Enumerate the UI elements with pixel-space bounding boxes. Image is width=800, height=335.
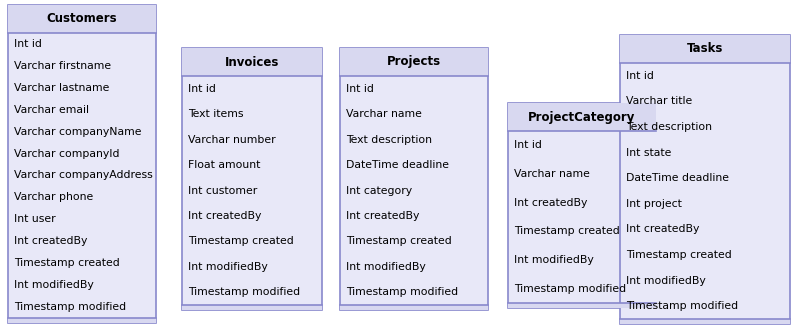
Text: Int createdBy: Int createdBy	[14, 236, 87, 246]
Text: Int state: Int state	[626, 148, 671, 157]
Text: Text description: Text description	[346, 135, 432, 145]
Bar	[8, 318, 156, 323]
Text: Int modifiedBy: Int modifiedBy	[188, 262, 268, 272]
Text: Timestamp created: Timestamp created	[346, 237, 452, 246]
Text: Varchar firstname: Varchar firstname	[14, 61, 111, 71]
Text: ProjectCategory: ProjectCategory	[528, 111, 636, 124]
Text: Timestamp modified: Timestamp modified	[14, 302, 126, 312]
Text: Varchar companyAddress: Varchar companyAddress	[14, 171, 153, 181]
Text: Int modifiedBy: Int modifiedBy	[626, 276, 706, 286]
Text: Varchar companyId: Varchar companyId	[14, 149, 119, 158]
Bar	[182, 48, 322, 76]
Bar	[620, 35, 790, 324]
Text: Timestamp modified: Timestamp modified	[514, 284, 626, 294]
Text: Varchar number: Varchar number	[188, 135, 276, 145]
Bar	[620, 35, 790, 63]
Bar	[340, 48, 488, 76]
Text: Int createdBy: Int createdBy	[514, 198, 587, 208]
Text: Timestamp created: Timestamp created	[514, 226, 620, 236]
Text: Int createdBy: Int createdBy	[188, 211, 262, 221]
Text: Timestamp created: Timestamp created	[626, 250, 732, 260]
Text: Int id: Int id	[188, 84, 216, 94]
Text: Timestamp created: Timestamp created	[188, 237, 294, 246]
Text: Int customer: Int customer	[188, 186, 258, 196]
Text: Int project: Int project	[626, 199, 682, 209]
Text: Text description: Text description	[626, 122, 712, 132]
Text: Int category: Int category	[346, 186, 412, 196]
Text: Int createdBy: Int createdBy	[626, 224, 699, 234]
Text: Timestamp modified: Timestamp modified	[626, 301, 738, 311]
Text: Varchar title: Varchar title	[626, 96, 692, 107]
Text: Int id: Int id	[14, 39, 42, 49]
Text: Timestamp created: Timestamp created	[14, 258, 120, 268]
Text: Int id: Int id	[514, 140, 542, 150]
Text: Varchar email: Varchar email	[14, 105, 89, 115]
Bar	[8, 5, 156, 323]
Text: Float amount: Float amount	[188, 160, 260, 170]
Bar	[182, 305, 322, 310]
Text: Varchar name: Varchar name	[346, 109, 422, 119]
Bar	[8, 5, 156, 33]
Text: Varchar companyName: Varchar companyName	[14, 127, 142, 137]
Text: Int modifiedBy: Int modifiedBy	[14, 280, 94, 290]
Text: Int id: Int id	[346, 84, 374, 94]
Text: Customers: Customers	[46, 12, 118, 25]
Text: Timestamp modified: Timestamp modified	[346, 287, 458, 297]
Bar	[508, 103, 656, 131]
Bar	[508, 103, 656, 308]
Text: Varchar lastname: Varchar lastname	[14, 83, 110, 93]
Bar	[508, 303, 656, 308]
Bar	[340, 305, 488, 310]
Bar	[182, 48, 322, 310]
Bar	[340, 48, 488, 310]
Text: Int modifiedBy: Int modifiedBy	[346, 262, 426, 272]
Text: Int createdBy: Int createdBy	[346, 211, 419, 221]
Text: Invoices: Invoices	[225, 56, 279, 68]
Bar	[620, 319, 790, 324]
Text: Tasks: Tasks	[687, 43, 723, 56]
Text: DateTime deadline: DateTime deadline	[626, 173, 729, 183]
Text: Timestamp modified: Timestamp modified	[188, 287, 300, 297]
Text: Text items: Text items	[188, 109, 243, 119]
Text: DateTime deadline: DateTime deadline	[346, 160, 449, 170]
Text: Int modifiedBy: Int modifiedBy	[514, 255, 594, 265]
Text: Projects: Projects	[387, 56, 441, 68]
Text: Int id: Int id	[626, 71, 654, 81]
Text: Int user: Int user	[14, 214, 56, 224]
Text: Varchar name: Varchar name	[514, 169, 590, 179]
Text: Varchar phone: Varchar phone	[14, 192, 94, 202]
